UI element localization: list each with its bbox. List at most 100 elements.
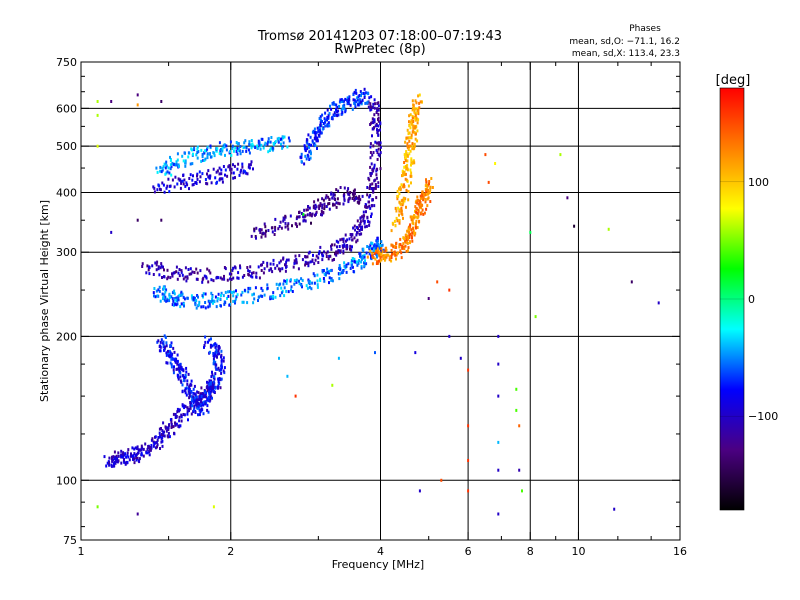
o-mode-echo-point — [317, 256, 320, 260]
o-mode-echo-point — [293, 282, 296, 286]
o-mode-echo-point — [180, 270, 183, 274]
o-mode-echo-point — [377, 133, 380, 137]
o-mode-echo-point — [201, 152, 204, 156]
x-mode-echo-point — [409, 126, 412, 130]
x-mode-echo-point — [418, 219, 421, 223]
o-mode-echo-point — [145, 451, 148, 455]
o-mode-echo-point — [220, 353, 223, 357]
o-mode-echo-point — [111, 459, 114, 463]
o-mode-echo-point — [108, 461, 110, 465]
scattered-echo-point — [448, 288, 451, 292]
o-mode-echo-point — [339, 238, 342, 242]
o-mode-echo-point — [213, 154, 216, 158]
o-mode-echo-point — [274, 225, 277, 229]
x-mode-echo-point — [403, 165, 406, 169]
o-mode-echo-point — [203, 344, 206, 347]
o-mode-echo-point — [178, 415, 181, 419]
o-mode-echo-point — [379, 141, 382, 145]
o-mode-echo-point — [173, 185, 176, 189]
o-mode-echo-point — [212, 357, 215, 361]
o-mode-echo-point — [217, 377, 220, 381]
o-mode-echo-point — [230, 171, 233, 175]
o-mode-echo-point — [267, 150, 270, 154]
x-mode-echo-point — [416, 129, 419, 133]
o-mode-echo-point — [338, 264, 341, 267]
o-mode-echo-point — [374, 186, 377, 190]
scattered-echo-point — [467, 459, 470, 462]
x-mode-echo-point — [417, 198, 420, 202]
o-mode-echo-point — [183, 389, 186, 393]
o-mode-echo-point — [356, 98, 359, 102]
o-mode-echo-point — [366, 215, 369, 219]
o-mode-echo-point — [174, 360, 177, 364]
o-mode-echo-point — [364, 203, 367, 206]
o-mode-echo-point — [351, 197, 354, 200]
o-mode-echo-point — [189, 173, 192, 177]
chart-title-line2: RwPretec (8p) — [334, 42, 425, 57]
o-mode-echo-point — [355, 233, 358, 237]
o-mode-echo-point — [353, 259, 356, 263]
x-mode-echo-point — [414, 205, 417, 209]
o-mode-echo-point — [372, 121, 375, 125]
x-mode-echo-point — [396, 189, 399, 193]
o-mode-echo-point — [360, 232, 363, 236]
scattered-echo-point — [96, 100, 99, 103]
scattered-echo-point — [96, 113, 99, 117]
o-mode-echo-point — [353, 236, 356, 240]
scattered-echo-point — [607, 227, 610, 231]
x-mode-echo-point — [403, 173, 406, 177]
o-mode-echo-point — [361, 256, 364, 260]
o-mode-echo-point — [241, 300, 244, 304]
o-mode-echo-point — [358, 98, 361, 102]
x-mode-echo-point — [412, 126, 415, 130]
o-mode-echo-point — [266, 261, 269, 265]
x-mode-echo-point — [395, 252, 398, 256]
o-mode-echo-point — [317, 133, 320, 137]
o-mode-echo-point — [370, 215, 372, 218]
o-mode-echo-point — [181, 383, 184, 387]
o-mode-echo-point — [204, 178, 207, 181]
o-mode-echo-point — [313, 262, 316, 266]
o-mode-echo-point — [243, 274, 246, 277]
o-mode-echo-point — [199, 175, 202, 179]
o-mode-echo-point — [223, 366, 226, 370]
o-mode-echo-point — [247, 165, 250, 169]
o-mode-echo-point — [251, 275, 254, 279]
o-mode-echo-point — [368, 178, 371, 182]
o-mode-echo-point — [153, 442, 156, 446]
o-mode-echo-point — [274, 228, 277, 232]
o-mode-echo-point — [183, 178, 186, 182]
o-mode-echo-point — [220, 152, 223, 156]
axis-ticks — [80, 61, 681, 541]
o-mode-echo-point — [295, 217, 298, 221]
o-mode-echo-point — [260, 263, 262, 267]
o-mode-echo-point — [202, 412, 205, 416]
o-mode-echo-point — [304, 260, 307, 264]
o-mode-echo-point — [189, 267, 192, 271]
o-mode-echo-point — [258, 295, 260, 299]
o-mode-echo-point — [183, 297, 186, 301]
o-mode-echo-point — [178, 369, 181, 373]
o-mode-echo-point — [339, 249, 342, 253]
o-mode-echo-point — [207, 386, 210, 390]
o-mode-echo-point — [323, 205, 326, 209]
o-mode-echo-point — [286, 224, 289, 228]
o-mode-echo-point — [313, 281, 316, 285]
o-mode-echo-point — [330, 192, 333, 196]
o-mode-echo-point — [358, 259, 360, 262]
o-mode-echo-point — [158, 285, 161, 289]
o-mode-echo-point — [184, 164, 187, 168]
x-mode-echo-point — [407, 246, 410, 250]
x-tick-label: 10 — [571, 545, 585, 558]
o-mode-echo-point — [296, 224, 298, 228]
o-mode-echo-point — [154, 435, 157, 439]
x-mode-echo-point — [405, 188, 408, 192]
o-mode-echo-point — [325, 251, 328, 255]
o-mode-echo-point — [343, 264, 346, 268]
o-mode-echo-point — [172, 346, 175, 350]
o-mode-echo-point — [233, 265, 236, 269]
scattered-echo-point — [331, 383, 334, 387]
o-mode-echo-point — [206, 152, 209, 156]
o-mode-echo-point — [200, 159, 203, 163]
o-mode-echo-point — [176, 373, 179, 377]
